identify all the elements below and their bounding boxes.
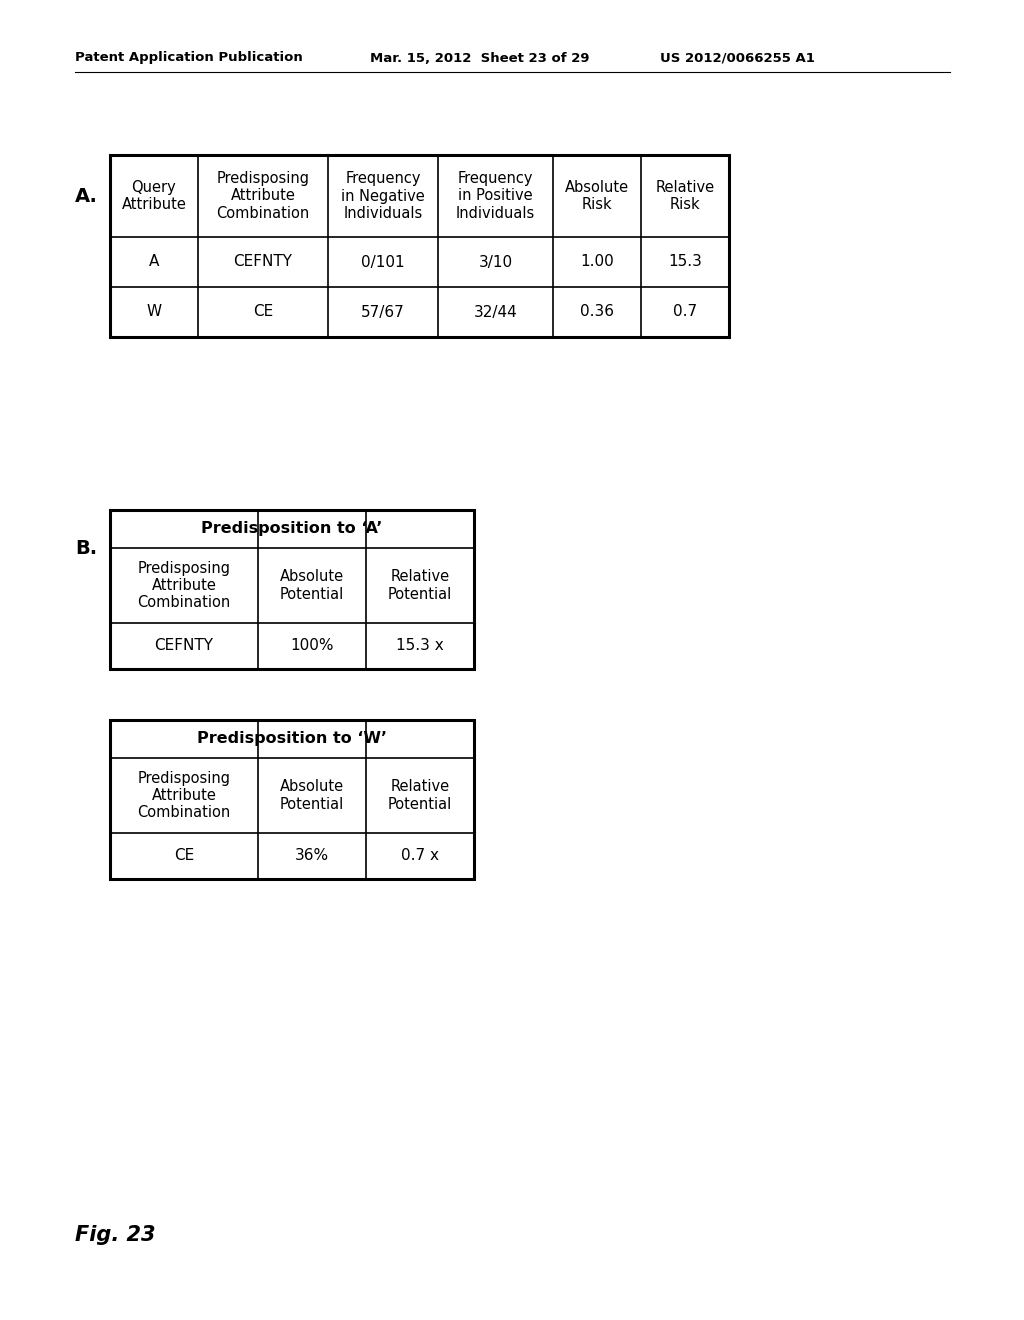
Text: 15.3: 15.3 bbox=[668, 255, 701, 269]
Text: Predisposition to ‘W’: Predisposition to ‘W’ bbox=[197, 731, 387, 747]
Text: Frequency
in Positive
Individuals: Frequency in Positive Individuals bbox=[456, 172, 536, 220]
Text: 57/67: 57/67 bbox=[361, 305, 404, 319]
Text: 1.00: 1.00 bbox=[581, 255, 613, 269]
Text: Fig. 23: Fig. 23 bbox=[75, 1225, 156, 1245]
Text: W: W bbox=[146, 305, 162, 319]
Text: Patent Application Publication: Patent Application Publication bbox=[75, 51, 303, 65]
Text: 0/101: 0/101 bbox=[361, 255, 404, 269]
Text: CEFNTY: CEFNTY bbox=[233, 255, 293, 269]
Text: Query
Attribute: Query Attribute bbox=[122, 180, 186, 213]
Text: 0.36: 0.36 bbox=[580, 305, 614, 319]
Text: Absolute
Risk: Absolute Risk bbox=[565, 180, 629, 213]
Text: Predisposing
Attribute
Combination: Predisposing Attribute Combination bbox=[137, 771, 230, 821]
Text: Absolute
Potential: Absolute Potential bbox=[280, 569, 344, 602]
Text: A: A bbox=[148, 255, 159, 269]
Text: 0.7: 0.7 bbox=[673, 305, 697, 319]
Bar bbox=[110, 510, 474, 669]
Text: Mar. 15, 2012  Sheet 23 of 29: Mar. 15, 2012 Sheet 23 of 29 bbox=[370, 51, 590, 65]
Text: Predisposing
Attribute
Combination: Predisposing Attribute Combination bbox=[216, 172, 309, 220]
Text: Relative
Potential: Relative Potential bbox=[388, 779, 453, 812]
Text: 32/44: 32/44 bbox=[474, 305, 517, 319]
Text: CE: CE bbox=[253, 305, 273, 319]
Text: Relative
Potential: Relative Potential bbox=[388, 569, 453, 602]
Text: Predisposing
Attribute
Combination: Predisposing Attribute Combination bbox=[137, 561, 230, 610]
Text: CEFNTY: CEFNTY bbox=[155, 639, 213, 653]
Text: CE: CE bbox=[174, 849, 195, 863]
Bar bbox=[110, 154, 729, 337]
Text: 15.3 x: 15.3 x bbox=[396, 639, 443, 653]
Text: 36%: 36% bbox=[295, 849, 329, 863]
Text: Relative
Risk: Relative Risk bbox=[655, 180, 715, 213]
Bar bbox=[110, 719, 474, 879]
Text: Frequency
in Negative
Individuals: Frequency in Negative Individuals bbox=[341, 172, 425, 220]
Text: 0.7 x: 0.7 x bbox=[401, 849, 439, 863]
Text: A.: A. bbox=[75, 186, 98, 206]
Text: Absolute
Potential: Absolute Potential bbox=[280, 779, 344, 812]
Text: B.: B. bbox=[75, 539, 97, 557]
Text: US 2012/0066255 A1: US 2012/0066255 A1 bbox=[660, 51, 815, 65]
Text: 100%: 100% bbox=[290, 639, 334, 653]
Text: Predisposition to ‘A’: Predisposition to ‘A’ bbox=[202, 521, 383, 536]
Text: 3/10: 3/10 bbox=[478, 255, 513, 269]
